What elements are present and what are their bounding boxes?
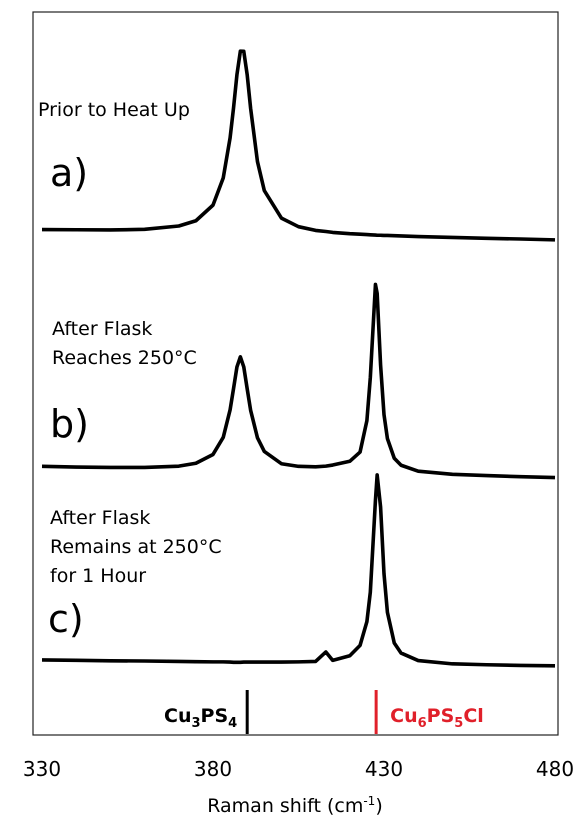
reference-label-part: 5 [454, 716, 463, 731]
x-axis-label: Raman shift (cm-1) [207, 794, 382, 817]
panel-label: b) [50, 402, 89, 446]
annotation: Reaches 250°C [52, 347, 197, 369]
x-tick-label: 330 [23, 757, 61, 781]
annotation: Remains at 250°C [50, 536, 222, 558]
reference-label-part: Cu [390, 705, 417, 727]
reference-label-part: Cu [164, 705, 191, 727]
reference-label-part: PS [201, 705, 229, 727]
reference-label-part: PS [427, 705, 455, 727]
reference-label-part: Cl [463, 705, 483, 727]
spectrum-line [41, 282, 556, 480]
plot-frame [32, 11, 559, 736]
reference-label: Cu3PS4 [164, 705, 237, 731]
x-tick-label: 480 [536, 757, 574, 781]
reference-label-part: 6 [418, 716, 427, 731]
x-tick-label: 430 [365, 757, 403, 781]
annotation: Prior to Heat Up [38, 99, 190, 121]
spectrum-line [41, 49, 556, 242]
panel-label: a) [50, 151, 88, 195]
spectrum-line [41, 473, 556, 668]
x-axis-label-part: ) [375, 795, 382, 817]
annotation: After Flask [50, 507, 150, 529]
x-axis-label-part: -1 [363, 794, 375, 808]
x-tick-label: 380 [194, 757, 232, 781]
reference-label-part: 3 [191, 716, 200, 731]
panel-label: c) [48, 597, 84, 641]
x-axis-label-part: Raman shift (cm [207, 795, 363, 817]
annotation: After Flask [52, 318, 152, 340]
reference-label: Cu6PS5Cl [390, 705, 484, 731]
reference-label-part: 4 [228, 716, 237, 731]
annotation: for 1 Hour [50, 565, 146, 587]
